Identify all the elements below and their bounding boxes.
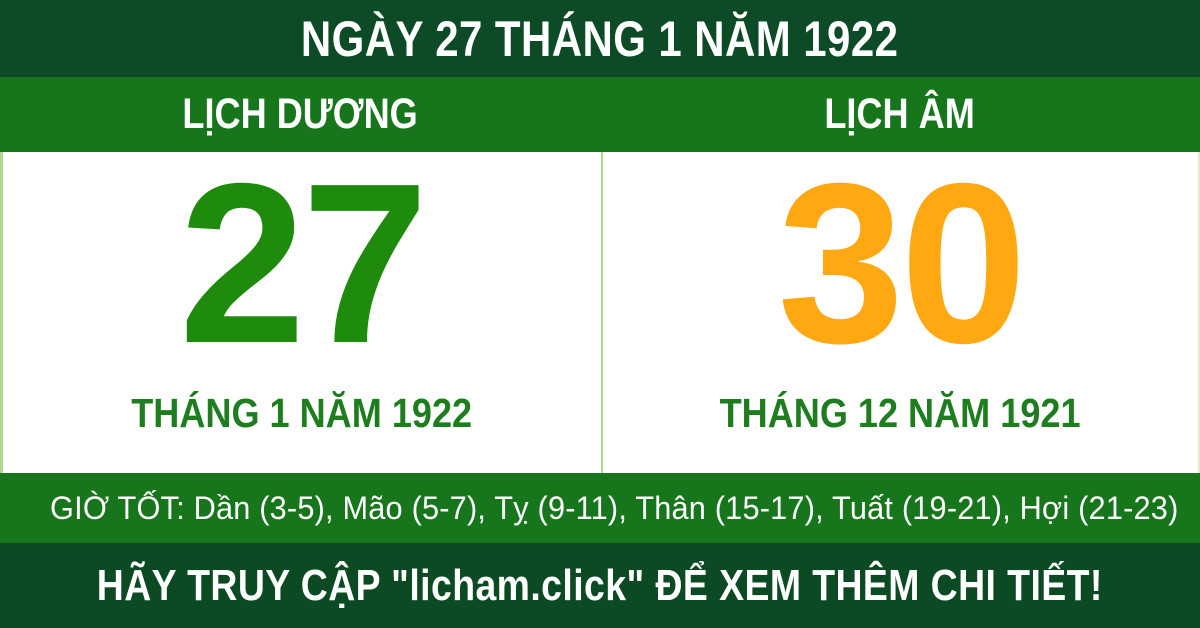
lunar-calendar-column: 30 THÁNG 12 NĂM 1921: [600, 150, 1199, 473]
lunar-month-year-label: THÁNG 12 NĂM 1921: [719, 390, 1081, 436]
solar-calendar-header: LỊCH DƯƠNG: [0, 77, 600, 152]
lunar-day-number: 30: [777, 137, 1027, 391]
page-title: NGÀY 27 THÁNG 1 NĂM 1922: [301, 10, 899, 67]
footer-call-to-action: HÃY TRUY CẬP "licham.click" ĐỂ XEM THÊM …: [96, 560, 1104, 610]
solar-day-number: 27: [178, 137, 429, 391]
good-hours-text: GIỜ TỐT: Dần (3-5), Mão (5-7), Tỵ (9-11)…: [50, 489, 1179, 526]
calendar-type-header-bar: LỊCH DƯƠNG LỊCH ÂM: [0, 77, 1200, 152]
solar-month-year-label: THÁNG 1 NĂM 1922: [131, 390, 473, 436]
date-header-bar: NGÀY 27 THÁNG 1 NĂM 1922: [0, 0, 1200, 77]
lunar-calendar-header: LỊCH ÂM: [600, 77, 1200, 152]
solar-calendar-column: 27 THÁNG 1 NĂM 1922: [3, 150, 601, 473]
good-hours-bar: GIỜ TỐT: Dần (3-5), Mão (5-7), Tỵ (9-11)…: [0, 473, 1200, 543]
lunar-calendar-label: LỊCH ÂM: [824, 90, 976, 138]
calendar-body: 27 THÁNG 1 NĂM 1922 30 THÁNG 12 NĂM 1921: [0, 150, 1200, 473]
footer-bar: HÃY TRUY CẬP "licham.click" ĐỂ XEM THÊM …: [0, 543, 1200, 628]
solar-calendar-label: LỊCH DƯƠNG: [182, 90, 418, 138]
